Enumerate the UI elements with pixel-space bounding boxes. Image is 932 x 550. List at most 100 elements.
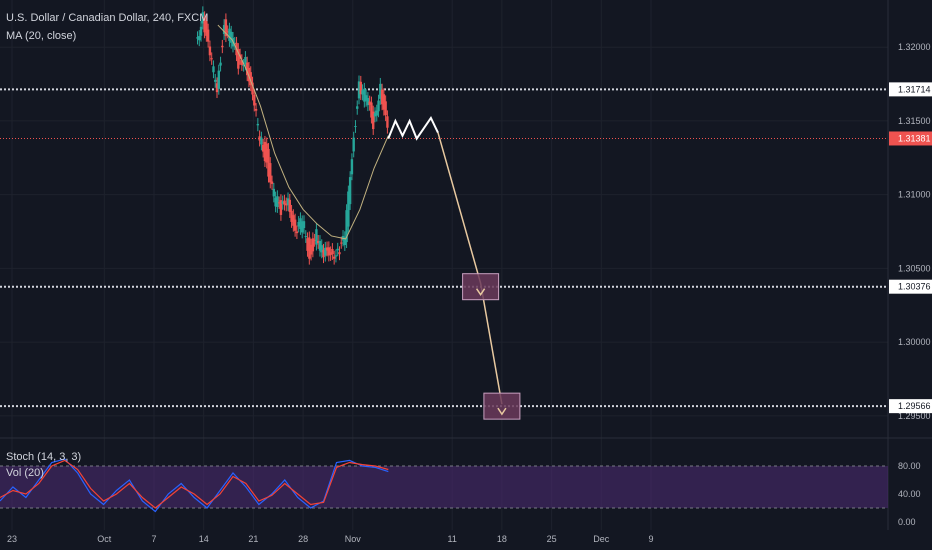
candle-body — [336, 248, 339, 251]
candle-body — [221, 45, 224, 48]
candle-body — [345, 210, 348, 243]
candle-body — [279, 200, 283, 215]
candle-body — [318, 240, 322, 251]
stochastic-pane — [0, 458, 888, 513]
x-tick-label: 18 — [497, 534, 507, 544]
candle-body — [324, 247, 327, 256]
candle-body — [270, 181, 274, 184]
candle-body — [308, 237, 311, 259]
candle-body — [332, 256, 336, 259]
projection-drawing[interactable] — [387, 115, 521, 420]
candle-body — [292, 215, 295, 226]
candle-body — [352, 137, 355, 152]
candle-body — [331, 248, 334, 255]
candle-body — [329, 252, 332, 256]
candle-body — [313, 239, 316, 241]
candle-body — [267, 148, 270, 177]
candle-body — [301, 221, 304, 233]
ma-legend: MA (20, close) — [6, 30, 77, 42]
candle-body — [357, 81, 361, 99]
time-axis[interactable]: 23 Oct 7 14 21 28 Nov 11 18 25 Dec 9 — [7, 534, 654, 544]
candle-body — [347, 191, 350, 227]
candle-body — [364, 95, 368, 101]
candle-body — [299, 218, 302, 229]
x-tick-label: 7 — [151, 534, 156, 544]
candle-body — [315, 229, 318, 245]
stoch-tick-label: 0.00 — [898, 517, 916, 527]
candle-body — [260, 137, 263, 145]
candle-body — [285, 203, 288, 206]
level-price-tag — [889, 399, 932, 414]
candle-body — [286, 198, 290, 205]
candle-body — [343, 237, 347, 246]
candle-body — [348, 177, 352, 205]
y-tick-label: 1.30500 — [898, 263, 931, 273]
arrow-head — [497, 407, 507, 416]
symbol-title: U.S. Dollar / Canadian Dollar, 240, FXCM — [6, 12, 209, 24]
candle-body — [309, 244, 313, 255]
stoch-legend: Stoch (14, 3, 3) — [6, 451, 82, 463]
candle-body — [340, 242, 343, 244]
y-tick-label: 1.30000 — [898, 337, 931, 347]
candle-body — [217, 70, 220, 89]
candle-body — [375, 110, 378, 116]
candle-body — [208, 46, 212, 56]
candle-body — [338, 252, 341, 255]
x-tick-label: 21 — [248, 534, 258, 544]
candle-body — [261, 144, 265, 152]
level-price-label: 1.31714 — [898, 84, 931, 94]
candle-body — [304, 236, 307, 238]
candle-body — [253, 94, 256, 106]
x-tick-label: 14 — [199, 534, 209, 544]
candle-body — [334, 255, 338, 257]
candle-body — [244, 57, 247, 65]
projection-squiggle[interactable] — [387, 115, 439, 141]
candle-body — [320, 245, 323, 253]
candle-body — [361, 90, 364, 95]
volume-legend: Vol (20) — [6, 467, 44, 479]
candle-body — [201, 12, 205, 24]
candle-body — [247, 67, 251, 82]
candle-body — [373, 113, 377, 117]
candle-body — [356, 106, 359, 109]
candle-body — [219, 62, 222, 66]
candle-body — [233, 42, 236, 45]
candle-body — [215, 83, 219, 93]
candle-body — [322, 249, 325, 258]
candle-body — [350, 159, 354, 175]
candle-body — [199, 26, 203, 36]
candle-body — [198, 36, 201, 41]
candle-body — [370, 102, 373, 118]
candle-body — [226, 31, 229, 33]
candle-body — [228, 28, 231, 41]
horizontal-levels[interactable] — [0, 88, 888, 408]
stoch-d-line — [0, 459, 389, 509]
candle-body — [293, 219, 297, 231]
candle-body — [377, 100, 380, 112]
stoch-tick-label: 40.00 — [898, 489, 921, 499]
candle-body — [277, 202, 281, 204]
ma-line — [217, 24, 389, 240]
candle-body — [256, 123, 260, 126]
candle-body — [295, 231, 299, 234]
candle-body — [386, 116, 389, 128]
candle-body — [302, 221, 306, 229]
candle-body — [205, 20, 208, 36]
candle-body — [384, 101, 387, 116]
candle-body — [306, 238, 309, 251]
y-tick-label: 1.31500 — [898, 116, 931, 126]
candle-body — [327, 247, 331, 256]
candle-body — [359, 81, 362, 95]
candle-body — [240, 60, 244, 65]
price-axis[interactable]: 1.32000 1.31500 1.31000 1.30500 1.30000 1.295… — [889, 42, 932, 527]
candle-body — [363, 88, 366, 102]
candle-body — [288, 199, 291, 213]
candle-body — [230, 31, 233, 43]
candle-body — [237, 49, 240, 69]
y-tick-label: 1.31000 — [898, 190, 931, 200]
x-tick-label: 28 — [298, 534, 308, 544]
candle-body — [224, 19, 228, 37]
candle-body — [263, 141, 267, 162]
current-price-tag — [889, 131, 932, 146]
